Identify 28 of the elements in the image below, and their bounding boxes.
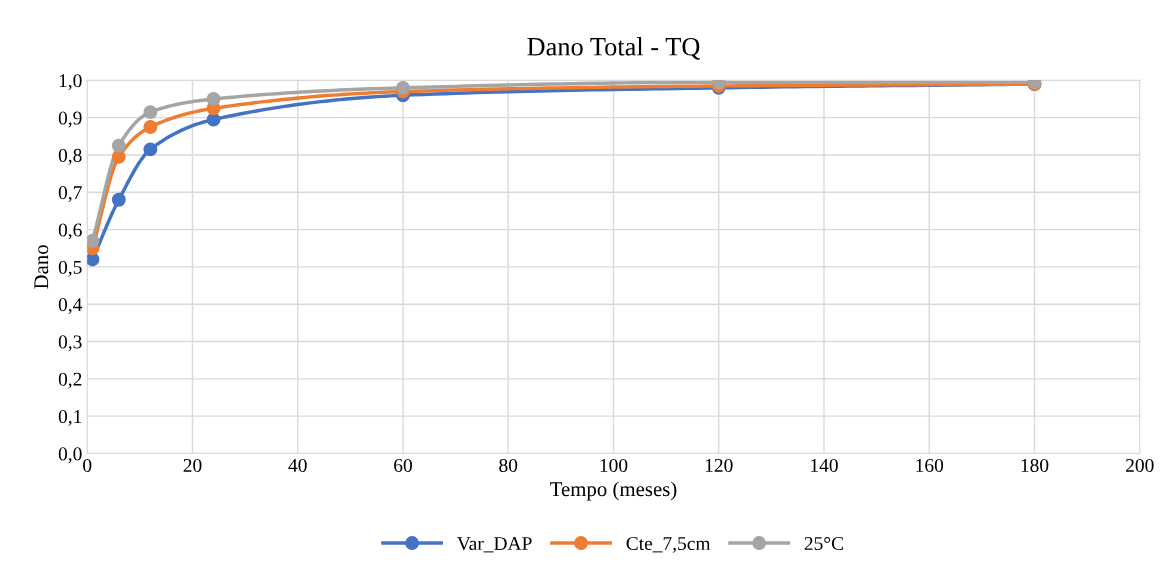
x-tick-label: 80 — [499, 458, 518, 473]
y-tick-label: 0,6 — [58, 223, 82, 240]
x-tick-label: 120 — [705, 458, 733, 473]
y-tick-label: 0,7 — [58, 186, 82, 203]
legend-label: Var_DAP — [457, 537, 532, 553]
x-tick-label: 200 — [1126, 458, 1154, 473]
y-tick-label: 0,3 — [58, 335, 82, 352]
x-tick-label: 140 — [811, 458, 838, 473]
legend-label: Cte_7,5cm — [626, 536, 711, 553]
legend-label: 25°C — [804, 536, 843, 551]
x-axis-title: Tempo (meses) — [550, 481, 677, 501]
x-tick-label: 180 — [1021, 458, 1049, 473]
y-tick-label: 0,5 — [58, 260, 82, 277]
x-tick-label: 60 — [394, 458, 412, 473]
x-tick-label: 20 — [183, 458, 202, 473]
y-tick-label: 0,8 — [58, 148, 82, 165]
x-tick-label: 0 — [83, 458, 92, 473]
x-tick-label: 100 — [600, 458, 628, 473]
y-tick-label: 0,4 — [58, 298, 83, 314]
y-tick-label: 0,9 — [58, 111, 82, 128]
x-tick-label: 160 — [916, 458, 944, 473]
y-axis-title: Dano — [34, 245, 49, 289]
y-tick-label: 1,0 — [59, 74, 82, 91]
y-tick-label: 0,0 — [58, 447, 82, 464]
y-tick-label: 0,1 — [58, 409, 82, 426]
x-tick-label: 40 — [288, 458, 307, 473]
y-tick-label: 0,2 — [58, 372, 82, 389]
chart-title: Dano Total - TQ — [527, 37, 700, 60]
